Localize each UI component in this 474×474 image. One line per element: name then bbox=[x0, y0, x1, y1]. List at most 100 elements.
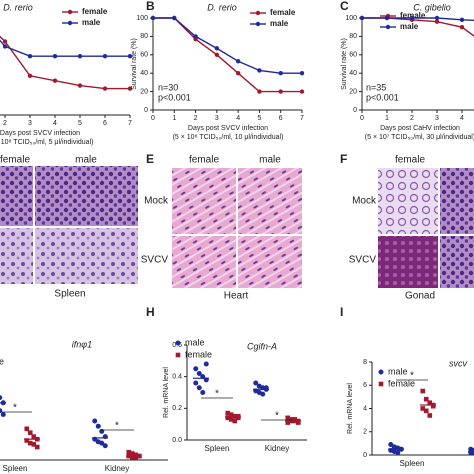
point bbox=[150, 15, 156, 21]
y-axis-label: Rel. mRNA level bbox=[347, 383, 354, 434]
y-tick-label: 20 bbox=[140, 88, 148, 95]
point bbox=[129, 455, 135, 460]
image bbox=[440, 236, 474, 288]
x-tick-label: 4 bbox=[236, 115, 240, 122]
tissue-label: Spleen bbox=[54, 289, 85, 300]
histology-labels: female male Spleen female male Mock SVCV… bbox=[0, 155, 435, 302]
image bbox=[0, 228, 33, 284]
chart-title: ifnφ1 bbox=[72, 339, 92, 349]
x-tick-label: 0 bbox=[360, 115, 364, 122]
point bbox=[292, 417, 298, 422]
point bbox=[278, 71, 283, 76]
legend-label: male bbox=[82, 18, 101, 27]
x-tick-label: 6 bbox=[279, 115, 283, 122]
panel-label: B bbox=[146, 0, 155, 13]
y-tick-label: 60 bbox=[349, 52, 357, 59]
annotation: p<0.001 bbox=[158, 92, 191, 102]
image bbox=[378, 168, 438, 234]
point bbox=[378, 369, 384, 375]
chart: 02040608010001234567femalemaleC. gibelio… bbox=[341, 2, 474, 141]
significance-label: * bbox=[215, 389, 219, 400]
row-label: Mock bbox=[352, 196, 377, 207]
tissue-label: Heart bbox=[224, 291, 249, 302]
point bbox=[409, 15, 415, 21]
point bbox=[434, 19, 440, 24]
x-tick-label: 5 bbox=[78, 120, 82, 127]
point bbox=[253, 380, 259, 386]
y-tick-label: 40 bbox=[349, 70, 357, 77]
y-axis-label: Survival rate (%) bbox=[131, 38, 138, 90]
legend-marker bbox=[255, 21, 261, 27]
image bbox=[172, 236, 236, 288]
point bbox=[31, 442, 37, 447]
point bbox=[278, 89, 283, 94]
point bbox=[196, 385, 202, 391]
legend-label: female bbox=[388, 378, 415, 388]
point bbox=[235, 71, 241, 76]
column-label: female bbox=[395, 155, 425, 166]
y-tick-label: 80 bbox=[349, 33, 357, 40]
point bbox=[427, 400, 433, 405]
point bbox=[299, 71, 305, 76]
row-label: Mock bbox=[144, 196, 169, 207]
point bbox=[295, 420, 301, 425]
x-tick-label: 4 bbox=[53, 120, 57, 127]
panel-label: I bbox=[340, 305, 343, 319]
point bbox=[193, 366, 199, 372]
point bbox=[102, 54, 108, 59]
point bbox=[225, 410, 231, 416]
column-label: male bbox=[259, 155, 281, 166]
point bbox=[27, 73, 33, 79]
line bbox=[0, 35, 130, 90]
point bbox=[232, 418, 238, 424]
legend-marker bbox=[255, 10, 261, 16]
y-tick-label: 0.0 bbox=[172, 437, 182, 444]
image bbox=[0, 166, 33, 226]
point bbox=[0, 395, 3, 401]
y-tick-label: 4 bbox=[363, 405, 367, 412]
point bbox=[27, 440, 33, 446]
legend-label: female bbox=[400, 11, 426, 20]
point bbox=[257, 89, 262, 94]
y-tick-label: 60 bbox=[140, 52, 148, 59]
x-tick-label: Kidney bbox=[265, 444, 289, 453]
panel-label: E bbox=[146, 152, 154, 166]
point bbox=[193, 34, 198, 39]
point bbox=[52, 78, 58, 83]
y-tick-label: 0 bbox=[353, 107, 357, 114]
image bbox=[35, 166, 138, 226]
point bbox=[127, 86, 133, 91]
x-tick-label: 5 bbox=[257, 115, 261, 122]
point bbox=[232, 413, 238, 419]
x-tick-label: 6 bbox=[103, 120, 107, 127]
point bbox=[434, 15, 440, 21]
y-tick-label: 100 bbox=[136, 15, 148, 22]
line bbox=[362, 17, 474, 21]
point bbox=[175, 340, 181, 346]
point bbox=[378, 381, 384, 387]
point bbox=[99, 440, 105, 446]
point bbox=[359, 15, 365, 21]
point bbox=[459, 17, 465, 23]
image bbox=[378, 236, 438, 288]
point bbox=[228, 412, 234, 417]
significance-label: * bbox=[13, 403, 17, 414]
row-label: SVCV bbox=[349, 255, 377, 266]
x-tick-label: 1 bbox=[385, 115, 389, 122]
point bbox=[257, 68, 262, 73]
x-tick-label: 3 bbox=[28, 120, 32, 127]
point bbox=[228, 417, 234, 422]
legend-label: male bbox=[185, 337, 205, 347]
y-tick-label: 100 bbox=[345, 15, 357, 22]
point bbox=[129, 451, 135, 456]
x-axis-label: Days post CaHV infection bbox=[380, 125, 460, 132]
legend-label: male bbox=[270, 19, 289, 28]
x-tick-label: 7 bbox=[128, 120, 132, 127]
column-label: female bbox=[189, 155, 219, 166]
point bbox=[0, 412, 6, 417]
point bbox=[24, 438, 30, 443]
point bbox=[225, 415, 231, 421]
point bbox=[395, 450, 401, 456]
